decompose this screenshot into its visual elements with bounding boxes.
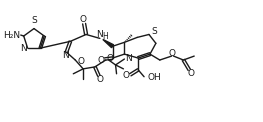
Text: O: O — [97, 56, 104, 65]
Text: N: N — [62, 51, 69, 60]
Text: S: S — [31, 16, 37, 25]
Text: N: N — [125, 54, 132, 63]
Text: O: O — [168, 49, 175, 58]
Text: H: H — [102, 32, 108, 41]
Polygon shape — [103, 39, 114, 48]
Text: O: O — [80, 15, 87, 24]
Text: H₂N: H₂N — [3, 30, 20, 40]
Text: N: N — [97, 30, 103, 39]
Text: O: O — [107, 54, 114, 63]
Text: O: O — [77, 57, 84, 66]
Text: OH: OH — [147, 73, 161, 82]
Text: O: O — [188, 69, 195, 78]
Text: O: O — [96, 75, 103, 84]
Text: S: S — [151, 27, 157, 36]
Text: N: N — [20, 44, 27, 53]
Text: O: O — [123, 71, 130, 80]
